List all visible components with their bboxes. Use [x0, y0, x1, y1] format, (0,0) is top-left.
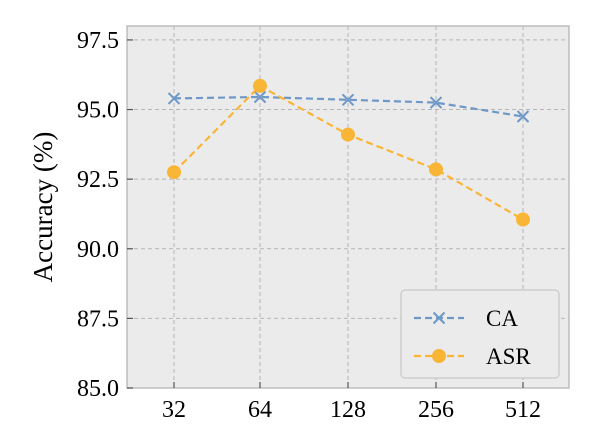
legend-marker-asr [432, 349, 446, 363]
x-tick-label: 128 [330, 397, 366, 423]
data-point-asr [341, 127, 355, 142]
x-marker-stroke [167, 92, 181, 105]
data-point-ca [167, 92, 181, 105]
series [167, 78, 530, 227]
data-point-asr [429, 162, 443, 177]
data-point-ca [516, 110, 530, 123]
x-marker-stroke [516, 110, 530, 123]
x-marker-stroke [429, 96, 443, 109]
series-line-ca [173, 95, 524, 118]
y-tick-label: 92.5 [77, 167, 119, 193]
x-marker-stroke [432, 311, 446, 325]
x-tick-label: 512 [505, 397, 541, 423]
x-tick-label: 32 [162, 397, 186, 423]
legend: CA ASR [400, 289, 560, 379]
y-tick-label: 95.0 [77, 98, 119, 124]
y-tick-label: 97.5 [77, 28, 119, 54]
axes: 85.0 87.5 90.0 92.5 95.0 97.5 32 64 128 256 512 [77, 28, 541, 423]
x-tick-label: 256 [418, 397, 454, 423]
legend-label-ca: CA [486, 306, 518, 331]
y-tick-label: 90.0 [77, 237, 119, 263]
y-tick-label: 85.0 [77, 376, 119, 402]
legend-box [400, 289, 560, 379]
data-point-asr [253, 78, 267, 93]
x-marker-stroke [253, 90, 267, 104]
data-point-ca [253, 90, 267, 104]
y-tick-label: 87.5 [77, 306, 119, 332]
data-point-asr [516, 212, 530, 227]
y-axis-label: Accuracy (%) [28, 132, 58, 283]
data-point-asr [167, 165, 181, 180]
data-point-ca [429, 96, 443, 109]
legend-label-asr: ASR [486, 344, 531, 369]
data-point-ca [341, 93, 355, 106]
x-marker-stroke [341, 93, 355, 106]
x-tick-label: 64 [248, 397, 272, 423]
legend-marker-ca [432, 311, 446, 325]
